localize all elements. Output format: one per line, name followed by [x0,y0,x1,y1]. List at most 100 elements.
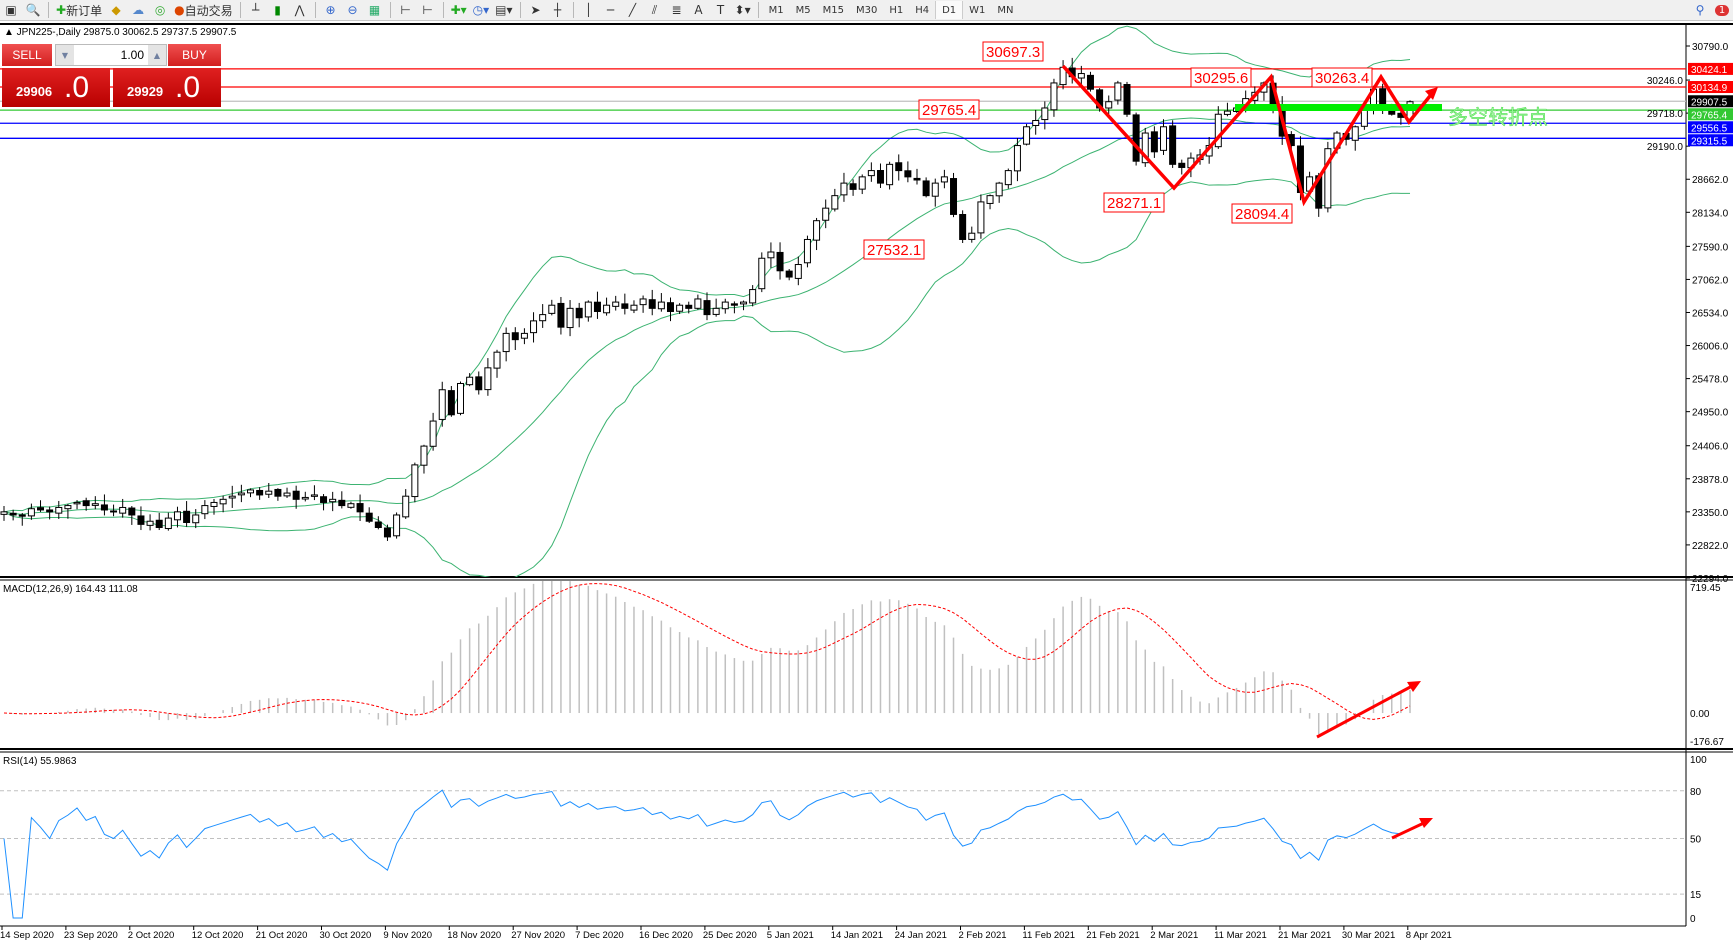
separator [442,2,444,18]
candle-body [73,501,81,505]
timeframe-m1[interactable]: M1 [768,4,784,16]
candle-body [82,500,90,507]
candle [192,509,200,529]
text-icon[interactable]: A [694,3,703,17]
buy-button[interactable]: BUY [168,44,221,66]
candle [493,349,501,378]
candle [603,297,611,316]
date-tick-label: 2 Oct 2020 [128,930,174,940]
timeframe-d1[interactable]: D1 [935,1,964,19]
search-icon[interactable]: ⚲ [1695,3,1705,17]
text-label-icon[interactable]: T [716,3,725,17]
zoom-window-icon[interactable]: 🔍 [25,3,41,17]
lot-size-stepper[interactable]: ▼ 1.00 ▲ [55,44,167,66]
candle [584,300,592,322]
candle-body [648,299,656,309]
candle [593,291,601,319]
timeframe-m15[interactable]: M15 [822,4,844,16]
horizontal-line-icon[interactable]: ─ [606,3,615,17]
fibonacci-icon[interactable]: ≣ [671,3,682,17]
candle [767,242,775,268]
candle [666,297,674,322]
indicators-icon[interactable]: ✚▾ [450,3,467,17]
candle-body [100,504,108,511]
date-tick-label: 11 Feb 2021 [1022,930,1075,940]
window-icon[interactable]: ▣ [5,3,17,17]
sell-price-box[interactable]: 29906 .0 [2,68,110,107]
timeframe-m30[interactable]: M30 [855,4,878,16]
cursor-icon[interactable]: ➤ [530,3,541,17]
crosshair-icon[interactable]: ┼ [553,3,562,17]
macd-signal-line [3,583,1411,720]
candle [995,181,1003,203]
signals-icon[interactable]: ◎ [154,3,166,17]
candle-body [712,307,720,315]
candle-body [27,508,35,517]
candle-body [447,390,455,416]
candle-body [858,176,866,190]
chart-shift-icon[interactable]: ⊢ [400,3,411,17]
candle-body [557,302,565,328]
buy-price-box[interactable]: 29929 .0 [113,68,221,107]
date-tick-label: 7 Dec 2020 [575,930,624,940]
tile-windows-icon[interactable]: ▦ [368,3,381,17]
timeframe-mn[interactable]: MN [997,4,1014,16]
lot-increase-icon[interactable]: ▲ [148,45,166,65]
candle-body [612,301,620,307]
sell-button[interactable]: SELL [2,44,52,66]
lot-size-input[interactable]: 1.00 [120,48,144,62]
candle-body [630,304,638,311]
candle-body [1379,88,1387,106]
zoom-out-icon[interactable]: ⊖ [347,3,358,17]
price-tick-label: 23350.0 [1692,508,1729,519]
new-order-button[interactable]: ✚ 新订单 [53,1,105,19]
notification-badge[interactable]: 1 [1711,1,1733,19]
candle [1141,127,1149,167]
candle-body [146,520,154,526]
date-tick-label: 2 Mar 2021 [1150,930,1198,940]
candle [1114,80,1122,105]
metaeditor-icon[interactable]: ◆ [111,3,121,17]
candlestick-icon[interactable]: ▮ [274,3,281,17]
candle-body [539,314,547,322]
candle [146,514,154,531]
candle-body [685,304,693,309]
bar-chart-icon[interactable]: ┴ [251,3,260,17]
date-tick-label: 25 Dec 2020 [703,930,757,940]
line-chart-icon[interactable]: ⋀ [294,3,305,17]
arrows-icon[interactable]: ⬍▾ [734,3,751,17]
candle [1050,78,1058,117]
vertical-line-icon[interactable]: │ [584,3,593,17]
trendline-icon[interactable]: ╱ [628,3,637,17]
date-tick-label: 30 Oct 2020 [320,930,372,940]
timeframe-h4[interactable]: H4 [915,4,930,16]
candle-body [329,498,337,503]
date-tick-label: 21 Mar 2021 [1278,930,1331,940]
candle-body [511,332,519,341]
candle-body [530,320,538,334]
data-window-icon[interactable]: ☁ [132,3,145,17]
timeframe-h1[interactable]: H1 [889,4,904,16]
timeframe-m5[interactable]: M5 [795,4,811,16]
equidistant-channel-icon[interactable]: ⫽ [651,2,658,17]
price-tick-label: 27062.0 [1692,275,1729,286]
candle [82,497,90,511]
candle-body [931,182,939,197]
periods-icon[interactable]: ◷▾ [472,3,490,17]
candle [612,295,620,311]
candle-body [1004,170,1012,186]
timeframe-w1[interactable]: W1 [969,4,986,16]
auto-trading-button[interactable]: ● 自动交易 [171,1,236,19]
candle-body [256,489,264,496]
autoscroll-icon[interactable]: ⊢ [422,3,433,17]
candle-body [457,382,464,414]
separator [48,2,49,18]
templates-icon[interactable]: ▤▾ [495,3,513,17]
candle-body [566,307,574,329]
lot-decrease-icon[interactable]: ▼ [56,45,74,65]
candle [630,300,638,314]
candle [210,498,218,515]
date-tick-label: 14 Jan 2021 [831,930,883,940]
zoom-in-icon[interactable]: ⊕ [325,3,336,17]
